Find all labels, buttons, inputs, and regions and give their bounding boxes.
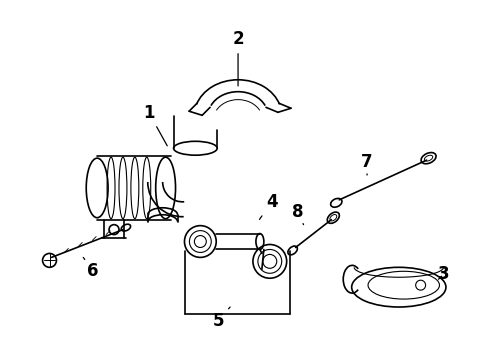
- Text: 7: 7: [361, 153, 373, 175]
- Text: 5: 5: [213, 307, 230, 330]
- Text: 4: 4: [260, 193, 278, 219]
- Text: 1: 1: [143, 104, 167, 146]
- Text: 6: 6: [83, 257, 99, 280]
- Text: 8: 8: [292, 203, 303, 225]
- Text: 3: 3: [438, 265, 449, 283]
- Text: 2: 2: [232, 30, 244, 86]
